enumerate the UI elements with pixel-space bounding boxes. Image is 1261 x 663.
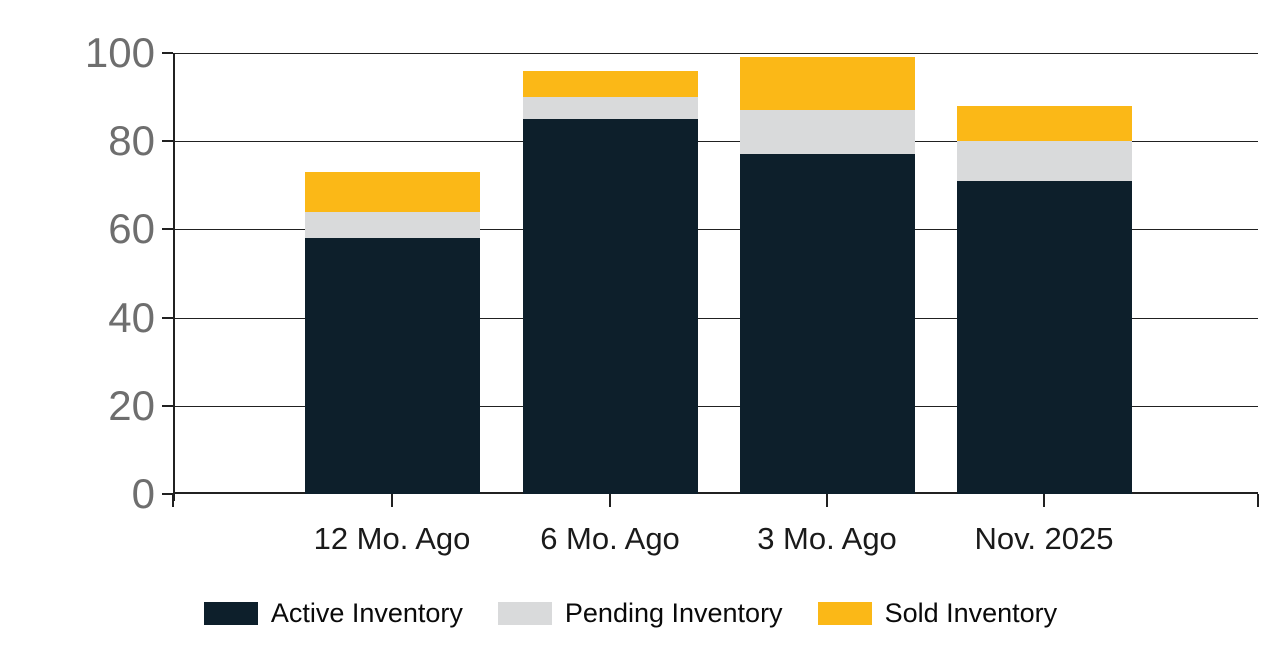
bar-group-3-mo-ago	[739, 57, 915, 494]
bar-segment-active-inventory-nov-2025	[956, 180, 1132, 494]
bar-segment-active-inventory-6-mo-ago	[522, 119, 698, 494]
bar-segment-pending-inventory-12-mo-ago	[304, 211, 480, 239]
y-tick-label-0: 0	[131, 470, 155, 517]
bar-group-12-mo-ago	[304, 172, 480, 494]
legend-label-pending-inventory: Pending Inventory	[564, 598, 783, 628]
gridline-80	[173, 141, 1258, 143]
y-tick-label-100: 100	[84, 29, 155, 76]
gridline-100	[173, 53, 1258, 54]
legend-item-active-inventory: Active Inventory	[203, 598, 463, 628]
bar-segment-sold-inventory-3-mo-ago	[739, 57, 915, 111]
x-axis-baseline	[173, 492, 1258, 494]
bar-segment-active-inventory-12-mo-ago	[304, 238, 480, 494]
x-tick-mark-3	[826, 494, 828, 507]
gridline-20	[173, 405, 1258, 407]
gridline-40	[173, 317, 1258, 319]
y-tick-label-80: 80	[108, 117, 155, 165]
legend-item-pending-inventory: Pending Inventory	[497, 598, 783, 628]
x-tick-label-12-mo-ago: 12 Mo. Ago	[313, 521, 471, 556]
bar-segment-sold-inventory-12-mo-ago	[304, 172, 480, 212]
y-tick-mark-60	[162, 228, 173, 231]
bar-segment-sold-inventory-6-mo-ago	[522, 70, 698, 98]
bar-group-6-mo-ago	[522, 70, 698, 494]
y-tick-label-60: 60	[108, 205, 155, 253]
legend-swatch-sold-inventory	[817, 602, 872, 625]
legend-swatch-pending-inventory	[497, 602, 552, 625]
y-tick-mark-40	[162, 316, 173, 319]
bar-segment-sold-inventory-nov-2025	[956, 105, 1132, 142]
y-tick-label-20: 20	[108, 381, 155, 429]
legend: Active Inventory Pending Inventory Sold In…	[0, 600, 1261, 627]
bar-segment-pending-inventory-nov-2025	[956, 141, 1132, 181]
y-tick-mark-0	[162, 493, 173, 495]
y-tick-mark-80	[162, 140, 173, 143]
bar-group-nov-2025	[956, 105, 1132, 494]
legend-item-sold-inventory: Sold Inventory	[817, 598, 1058, 628]
y-tick-mark-100	[162, 52, 173, 54]
x-tick-mark-0	[172, 494, 174, 507]
gridline-60	[173, 229, 1258, 231]
legend-label-sold-inventory: Sold Inventory	[884, 598, 1058, 628]
legend-swatch-active-inventory	[203, 602, 258, 625]
plot-area	[173, 53, 1258, 494]
y-axis-line	[173, 53, 175, 501]
y-tick-mark-20	[162, 404, 173, 407]
x-tick-label-3-mo-ago: 3 Mo. Ago	[757, 521, 897, 556]
x-tick-label-6-mo-ago: 6 Mo. Ago	[540, 521, 680, 556]
bar-segment-active-inventory-3-mo-ago	[739, 154, 915, 494]
x-tick-label-nov-2025: Nov. 2025	[974, 521, 1114, 556]
legend-label-active-inventory: Active Inventory	[270, 598, 463, 628]
bar-segment-pending-inventory-6-mo-ago	[522, 97, 698, 120]
y-tick-label-40: 40	[108, 293, 155, 341]
x-tick-mark-4	[1043, 494, 1045, 507]
x-tick-mark-1	[391, 494, 393, 507]
x-tick-mark-2	[609, 494, 611, 507]
x-tick-mark-5	[1257, 494, 1259, 507]
bar-segment-pending-inventory-3-mo-ago	[739, 110, 915, 155]
